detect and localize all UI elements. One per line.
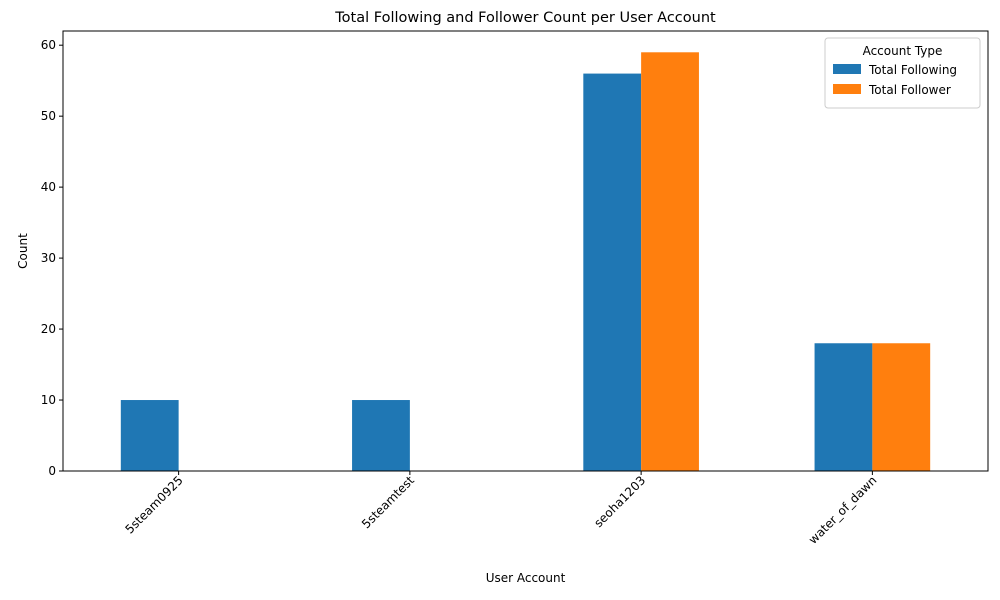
- bar-total-follower-water-of-dawn: [872, 343, 931, 471]
- legend-entry: Total Follower: [868, 83, 951, 97]
- y-tick-label: 50: [41, 109, 56, 123]
- bar-total-following-5steamtest: [352, 400, 410, 471]
- y-axis: 0 10 20 30 40 50 60: [41, 38, 63, 478]
- y-axis-label: Count: [16, 233, 30, 269]
- bar-total-following-seoha1203: [583, 73, 642, 472]
- legend: Account Type Total Following Total Followe…: [824, 37, 981, 109]
- y-tick-label: 10: [41, 393, 56, 407]
- bar-total-follower-seoha1203: [641, 52, 699, 472]
- legend-title: Account Type: [863, 44, 943, 58]
- plot-frame: [62, 30, 989, 472]
- legend-swatch: [833, 84, 861, 94]
- y-tick-label: 60: [41, 38, 56, 52]
- x-tick-label: 5steamtest: [359, 473, 417, 531]
- bar-total-following-5steam0925: [120, 400, 179, 471]
- bars-group: [120, 52, 931, 472]
- y-tick-label: 30: [41, 251, 56, 265]
- y-tick-label: 40: [41, 180, 56, 194]
- x-axis: 5steam0925 5steamtest seoha1203 water_of_da…: [122, 471, 879, 547]
- x-tick-label: seoha1203: [591, 473, 648, 530]
- legend-swatch: [833, 64, 861, 74]
- legend-box: [824, 37, 981, 109]
- y-tick-label: 20: [41, 322, 56, 336]
- legend-entry: Total Following: [868, 63, 957, 77]
- chart-title: Total Following and Follower Count per U…: [334, 10, 716, 26]
- x-tick-label: 5steam0925: [122, 473, 185, 536]
- x-tick-label: water_of_dawn: [806, 473, 880, 547]
- y-tick-label: 0: [48, 464, 56, 478]
- bar-total-following-water-of-dawn: [814, 343, 873, 471]
- x-axis-label: User Account: [486, 571, 566, 585]
